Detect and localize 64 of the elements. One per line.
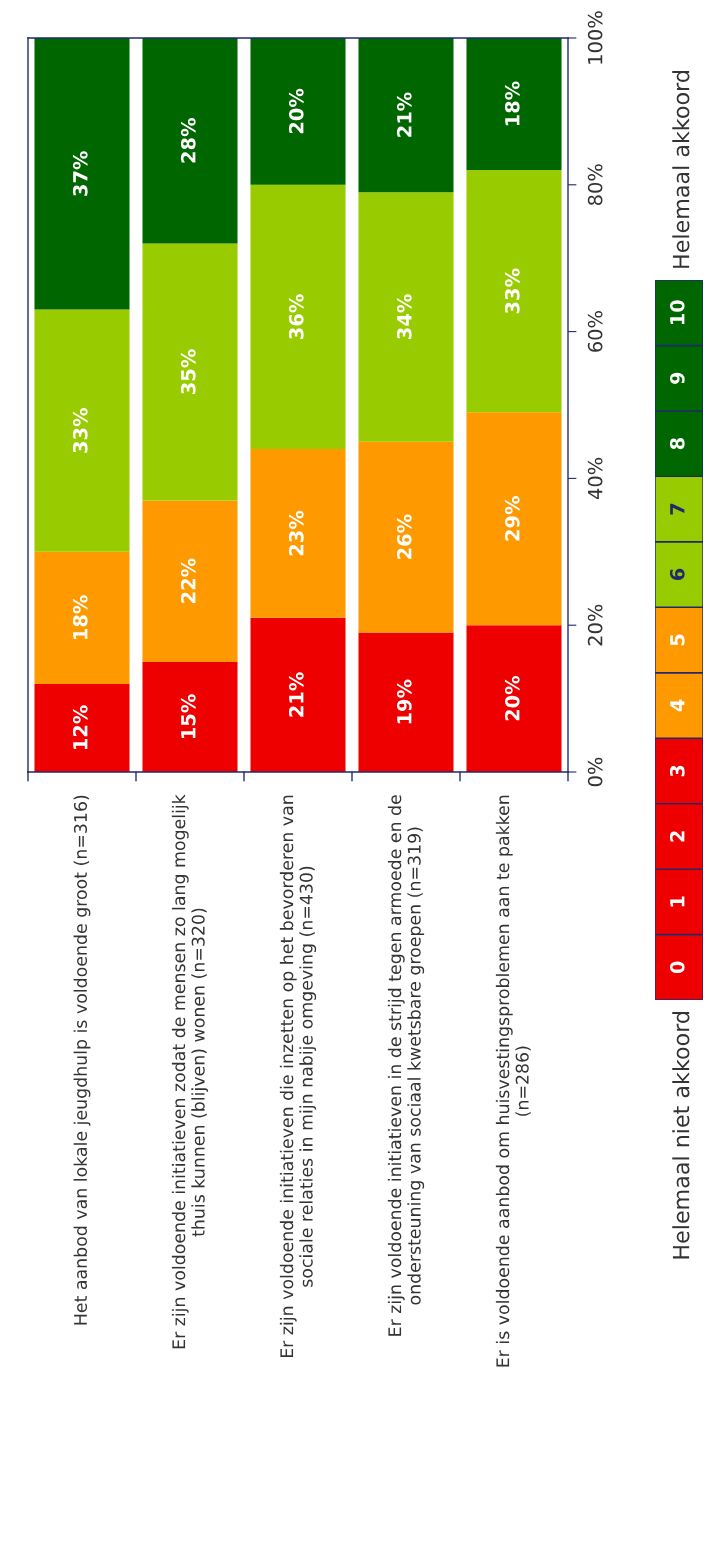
y-tick-label: 40% <box>587 457 603 500</box>
bar <box>34 38 130 310</box>
data-label: 28% <box>180 118 196 163</box>
text: 4 <box>670 699 685 712</box>
text: 2 <box>669 831 685 842</box>
data-label: 33% <box>72 408 88 453</box>
text: 7 <box>670 503 685 515</box>
bar <box>250 38 346 185</box>
data-label: 23% <box>288 510 304 556</box>
text: 3 <box>669 765 685 777</box>
data-label: 19% <box>396 679 412 724</box>
text: 9 <box>669 372 685 384</box>
data-label: 12% <box>72 705 88 750</box>
x-tick-label: Er zijn voldoende initiatieven in de strijd tegen armoede en de ondersteuning van sociaal kwetsbare groepen (n=319) <box>387 795 425 1336</box>
text: Helemaal akkoord <box>672 71 690 268</box>
data-label: 18% <box>72 595 88 639</box>
x-tick-label: Er is voldoende aanbod om huisvestingsproblemen aan te pakken (n=286) <box>495 795 531 1367</box>
text: 0 <box>669 961 685 974</box>
data-label: 18% <box>504 81 520 126</box>
bar <box>250 184 346 450</box>
bar <box>250 449 346 618</box>
text: 8 <box>669 438 685 450</box>
text: 1 <box>670 896 685 907</box>
data-label: 29% <box>504 496 520 541</box>
data-label: 15% <box>180 694 196 739</box>
y-tick-label: 60% <box>587 311 603 352</box>
bar <box>34 309 130 552</box>
data-label: 21% <box>288 672 304 717</box>
text: 10 <box>669 300 685 325</box>
data-label: 33% <box>504 268 520 314</box>
y-tick-label: 20% <box>587 604 603 646</box>
bar <box>142 38 238 244</box>
bar <box>466 412 562 626</box>
bar <box>358 632 454 772</box>
bar <box>358 441 454 633</box>
x-tick-label: Het aanbod van lokale jeugdhulp is voldoende groot (n=316) <box>73 795 91 1325</box>
bar <box>34 683 130 772</box>
text: 5 <box>670 634 685 646</box>
bar <box>250 617 346 772</box>
data-label: 37% <box>72 151 88 196</box>
data-label: 21% <box>396 92 412 137</box>
text: 6 <box>669 568 685 581</box>
text: Helemaal niet akkoord <box>672 1012 690 1259</box>
bar <box>142 243 238 501</box>
bar <box>34 551 130 684</box>
data-label: 26% <box>396 514 412 559</box>
data-label: 36% <box>288 294 304 339</box>
x-tick-label: Er zijn voldoende initiatieven die inzetten op het bevorderen van sociale relaties in mijn nabije omgeving (n=430) <box>279 795 317 1358</box>
bar <box>358 38 454 193</box>
data-label: 22% <box>180 558 196 603</box>
x-tick-label: Er zijn voldoende initiatieven zodat de mensen zo lang mogelijk thuis kunnen (blijven) wonen (n=320) <box>171 794 209 1349</box>
bar <box>466 170 562 413</box>
y-tick-label: 80% <box>587 164 603 206</box>
data-label: 20% <box>504 675 520 721</box>
bar <box>142 661 238 772</box>
data-label: 35% <box>180 349 196 394</box>
bar <box>142 500 238 662</box>
y-tick-label: 0% <box>587 757 603 787</box>
bar <box>466 625 562 772</box>
data-label: 34% <box>396 294 412 339</box>
bar <box>466 38 562 171</box>
bar <box>358 192 454 442</box>
data-label: 20% <box>288 88 304 134</box>
y-tick-label: 100% <box>587 11 603 64</box>
